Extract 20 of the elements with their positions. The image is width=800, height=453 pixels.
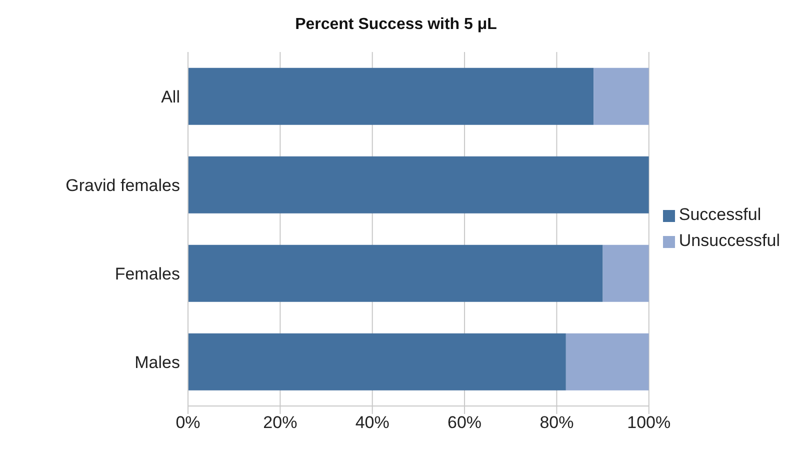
y-tick-label: Males [134,352,180,372]
bar [566,333,649,390]
chart-title: Percent Success with 5 μL [294,16,498,34]
x-tick-label: 80% [540,413,574,432]
bar [188,333,566,390]
y-tick-label: All [161,87,180,106]
x-tick-label: 60% [448,413,482,432]
legend-label: Unsuccessful [678,231,780,250]
legend-label: Successful [678,205,762,224]
bar [602,244,649,302]
y-tick-label: Females [114,264,180,284]
bar [594,68,649,125]
x-tick-label: 100% [627,413,671,432]
bar [188,244,603,302]
bar [188,68,594,125]
bar [188,156,649,214]
y-tick-label: Gravid females [66,176,180,195]
x-tick-label: 0% [176,413,200,432]
x-tick-label: 20% [263,413,298,432]
x-tick-label: 40% [355,413,390,432]
